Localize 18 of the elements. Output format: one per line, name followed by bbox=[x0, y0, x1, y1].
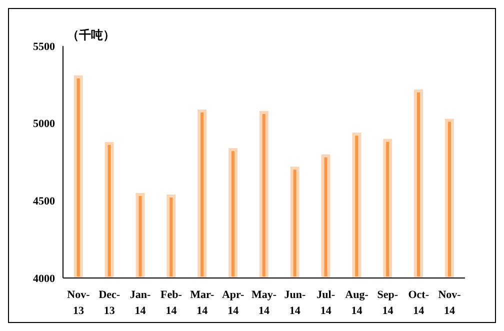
y-axis-title: （千吨） bbox=[67, 27, 115, 44]
x-tick-label: Mar-14 bbox=[190, 289, 214, 317]
x-tick-label: Apr-14 bbox=[222, 289, 245, 317]
x-tick-label: Aug-14 bbox=[345, 289, 369, 317]
y-tick-label: 5000 bbox=[33, 118, 56, 130]
x-tick-label: May-14 bbox=[251, 289, 277, 317]
x-tick-label: Oct-14 bbox=[408, 289, 430, 317]
y-tick-label: 4500 bbox=[33, 196, 56, 208]
x-tick-label: Feb-14 bbox=[160, 289, 182, 317]
x-tick-label: Jan-14 bbox=[130, 289, 152, 317]
x-tick-label: Nov-14 bbox=[438, 289, 462, 317]
x-tick-label: Dec-13 bbox=[98, 289, 120, 317]
y-tick-label: 5500 bbox=[33, 40, 56, 53]
x-tick-label: Jul-14 bbox=[316, 289, 336, 317]
y-tick-label: 4000 bbox=[33, 272, 56, 285]
x-tick-label: Nov-13 bbox=[67, 289, 90, 317]
x-tick-label: Jun-14 bbox=[284, 289, 306, 317]
x-tick-label: Sep-14 bbox=[377, 289, 398, 317]
